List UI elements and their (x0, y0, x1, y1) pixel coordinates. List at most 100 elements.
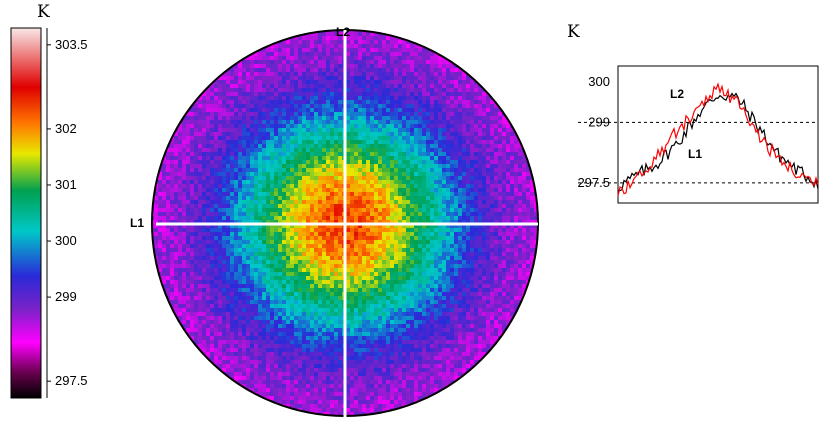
heatmap-cell (510, 188, 514, 192)
heatmap-cell (414, 232, 418, 236)
heatmap-cell (470, 88, 474, 92)
heatmap-cell (318, 152, 322, 156)
heatmap-cell (454, 104, 458, 108)
heatmap-cell (238, 180, 242, 184)
heatmap-cell (330, 244, 334, 248)
heatmap-cell (174, 184, 178, 188)
heatmap-cell (446, 148, 450, 152)
heatmap-cell (174, 176, 178, 180)
heatmap-cell (234, 104, 238, 108)
heatmap-cell (278, 204, 282, 208)
heatmap-cell (282, 244, 286, 248)
heatmap-cell (254, 268, 258, 272)
heatmap-cell (418, 84, 422, 88)
heatmap-cell (390, 208, 394, 212)
heatmap-cell (246, 260, 250, 264)
heatmap-cell (326, 124, 330, 128)
heatmap-cell (402, 128, 406, 132)
heatmap-cell (522, 236, 526, 240)
heatmap-cell (286, 256, 290, 260)
heatmap-cell (346, 128, 350, 132)
heatmap-cell (194, 104, 198, 108)
heatmap-cell (398, 268, 402, 272)
heatmap-cell (398, 240, 402, 244)
heatmap-cell (346, 96, 350, 100)
heatmap-cell (430, 160, 434, 164)
heatmap-cell (330, 68, 334, 72)
heatmap-cell (230, 192, 234, 196)
heatmap-cell (454, 160, 458, 164)
heatmap-cell (362, 180, 366, 184)
heatmap-cell (358, 264, 362, 268)
heatmap-cell (238, 172, 242, 176)
heatmap-cell (366, 100, 370, 104)
heatmap-cell (466, 188, 470, 192)
heatmap-cell (314, 236, 318, 240)
heatmap-cell (378, 100, 382, 104)
heatmap-cell (462, 132, 466, 136)
heatmap-cell (206, 244, 210, 248)
heatmap-cell (154, 212, 158, 216)
heatmap-cell (210, 248, 214, 252)
heatmap-cell (378, 136, 382, 140)
heatmap-cell (378, 36, 382, 40)
heatmap-cell (226, 88, 230, 92)
heatmap-cell (438, 236, 442, 240)
heatmap-cell (422, 268, 426, 272)
heatmap-cell (214, 136, 218, 140)
heatmap-cell (378, 108, 382, 112)
heatmap-cell (246, 232, 250, 236)
heatmap-cell (370, 192, 374, 196)
heatmap-cell (206, 120, 210, 124)
heatmap-cell (378, 176, 382, 180)
heatmap-cell (314, 248, 318, 252)
heatmap-cell (346, 116, 350, 120)
heatmap-cell (518, 216, 522, 220)
heatmap-cell (230, 144, 234, 148)
heatmap-cell (422, 136, 426, 140)
heatmap-cell (286, 56, 290, 60)
heatmap-cell (230, 184, 234, 188)
heatmap-cell (190, 132, 194, 136)
heatmap-cell (294, 56, 298, 60)
heatmap-cell (338, 100, 342, 104)
heatmap-cell (494, 112, 498, 116)
heatmap-cell (250, 228, 254, 232)
heatmap-cell (354, 36, 358, 40)
heatmap-cell (178, 196, 182, 200)
heatmap-cell (238, 176, 242, 180)
heatmap-cell (406, 252, 410, 256)
heatmap-cell (290, 240, 294, 244)
heatmap-cell (370, 160, 374, 164)
heatmap-cell (326, 264, 330, 268)
heatmap-cell (286, 184, 290, 188)
heatmap-cell (210, 236, 214, 240)
heatmap-cell (366, 68, 370, 72)
heatmap-cell (446, 252, 450, 256)
heatmap-cell (222, 76, 226, 80)
heatmap-cell (186, 160, 190, 164)
heatmap-cell (418, 88, 422, 92)
heatmap-cell (310, 132, 314, 136)
heatmap-cell (238, 188, 242, 192)
heatmap-cell (274, 176, 278, 180)
heatmap-cell (290, 144, 294, 148)
heatmap-cell (414, 116, 418, 120)
heatmap-cell (178, 208, 182, 212)
heatmap-cell (350, 196, 354, 200)
heatmap-cell (262, 208, 266, 212)
heatmap-cell (170, 156, 174, 160)
heatmap-cell (294, 268, 298, 272)
heatmap-cell (510, 200, 514, 204)
heatmap-cell (506, 240, 510, 244)
heatmap-cell (226, 156, 230, 160)
heatmap-cell (190, 112, 194, 116)
heatmap-cell (510, 172, 514, 176)
heatmap-cell (270, 60, 274, 64)
heatmap-cell (290, 72, 294, 76)
heatmap-cell (202, 168, 206, 172)
heatmap-cell (378, 104, 382, 108)
heatmap-cell (350, 164, 354, 168)
heatmap-cell (326, 184, 330, 188)
heatmap-cell (262, 52, 266, 56)
